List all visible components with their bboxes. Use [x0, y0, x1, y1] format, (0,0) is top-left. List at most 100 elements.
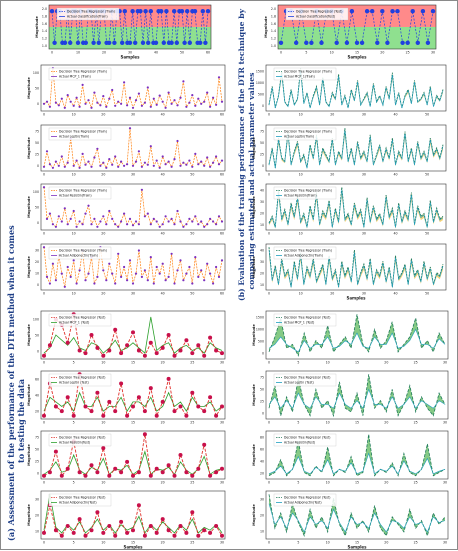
data-point	[164, 215, 167, 218]
plot-frame	[40, 490, 226, 540]
data-point	[54, 225, 58, 228]
series-line-predicted	[268, 434, 446, 477]
legend-entry: Actual Leptin(Train)	[284, 135, 314, 139]
y-tick-label: 0	[262, 164, 264, 168]
data-point	[89, 409, 94, 414]
data-point	[89, 333, 94, 337]
y-tick-label: 25	[260, 152, 264, 156]
data-point	[179, 259, 182, 262]
y-tick-label: 0	[262, 412, 264, 416]
data-point	[152, 97, 155, 100]
chart-c16: 20 40 60 80 0 5 10 15 20 25 30 Magnitude Decision Tr…	[252, 430, 449, 485]
data-point	[57, 215, 60, 218]
data-point	[190, 390, 195, 395]
legend: Decision Tree Regressor (Train)Actual Le…	[48, 127, 112, 141]
data-point	[146, 40, 151, 45]
x-tick-label: 0	[268, 361, 270, 365]
data-point	[430, 9, 436, 14]
plot-frame	[265, 490, 449, 540]
y-tick-label: 30	[35, 248, 39, 252]
data-point	[196, 533, 201, 538]
series-line-predicted	[268, 494, 446, 537]
x-tick-label: 40	[154, 51, 158, 55]
x-tick-label: 20	[101, 113, 105, 117]
x-tick-label: 10	[299, 292, 303, 296]
y-tick-label: 40	[35, 394, 39, 398]
y-tick-label: 60	[260, 448, 264, 452]
y-tick-label: 30	[260, 200, 264, 204]
data-point	[217, 76, 221, 79]
data-point	[153, 40, 159, 45]
x-tick-label: 15	[131, 541, 135, 545]
data-point	[190, 510, 195, 515]
data-point	[119, 351, 124, 356]
data-point	[161, 100, 164, 103]
data-point	[107, 399, 112, 404]
data-point	[125, 459, 130, 464]
data-point	[101, 413, 106, 418]
data-point	[203, 164, 206, 167]
data-point	[160, 345, 165, 350]
data-point	[123, 265, 126, 269]
data-point	[172, 353, 177, 358]
x-tick-label: 10	[326, 361, 330, 365]
plot-frame	[40, 64, 226, 112]
legend: Decision Tree Regressor (Train)Actual Re…	[273, 186, 337, 200]
x-tick-label: 30	[443, 421, 447, 425]
data-point	[78, 105, 81, 108]
data-point	[137, 249, 140, 252]
chart-c9: 0 10 20 30 0 10 20 30 40 50 60 Magnitude Decision Tr…	[27, 243, 226, 296]
y-tick-label: 1500	[256, 316, 264, 320]
x-tick-label: 0	[268, 292, 270, 296]
data-point	[69, 100, 72, 103]
legend: Decision Tree Regressor (Train)Actual cl…	[56, 7, 120, 21]
y-tick-label: 500	[258, 92, 264, 96]
data-point	[54, 160, 58, 163]
data-point	[48, 282, 52, 285]
x-axis-label: Samples	[123, 545, 143, 550]
data-point	[78, 220, 81, 223]
y-tick-label: 20	[35, 410, 39, 414]
data-point	[87, 204, 90, 207]
x-tick-label: 25	[190, 481, 194, 485]
data-point	[364, 9, 370, 14]
y-axis-label: Magnitude	[252, 196, 256, 218]
y-tick-label: 0	[37, 283, 39, 287]
data-point	[197, 275, 200, 278]
data-point	[108, 97, 111, 100]
x-tick-label: 10	[326, 421, 330, 425]
data-point	[215, 265, 218, 269]
data-point	[120, 102, 123, 105]
x-tick-label: 50	[190, 113, 194, 117]
data-point	[143, 161, 146, 164]
x-tick-label: 60	[220, 292, 224, 296]
x-tick-label: 40	[394, 173, 398, 177]
band-lower	[278, 27, 436, 49]
data-point	[203, 40, 208, 45]
legend: Decision Tree Regressor (Test)Actual Lep…	[273, 373, 337, 387]
data-point	[344, 40, 350, 45]
data-point	[188, 159, 191, 162]
data-point	[172, 533, 177, 538]
legend-entry: Actual Adiponectin(Train)	[284, 254, 323, 258]
x-tick-label: 0	[43, 361, 45, 365]
x-tick-label: 15	[131, 421, 135, 425]
legend-entry: Actual Resistin(Train)	[284, 194, 317, 198]
data-point	[205, 9, 211, 14]
data-point	[75, 40, 81, 45]
x-tick-label: 0	[268, 232, 270, 236]
data-point	[380, 9, 385, 14]
data-point	[42, 186, 46, 189]
data-point	[125, 413, 130, 418]
data-point	[212, 96, 215, 99]
data-point	[194, 215, 197, 218]
x-tick-label: 20	[384, 541, 388, 545]
data-point	[154, 351, 159, 356]
data-point	[134, 99, 138, 102]
data-point	[99, 104, 102, 107]
data-point	[48, 163, 52, 166]
data-point	[161, 155, 164, 158]
data-point	[160, 470, 165, 475]
data-point	[131, 106, 135, 109]
data-point	[57, 104, 60, 107]
